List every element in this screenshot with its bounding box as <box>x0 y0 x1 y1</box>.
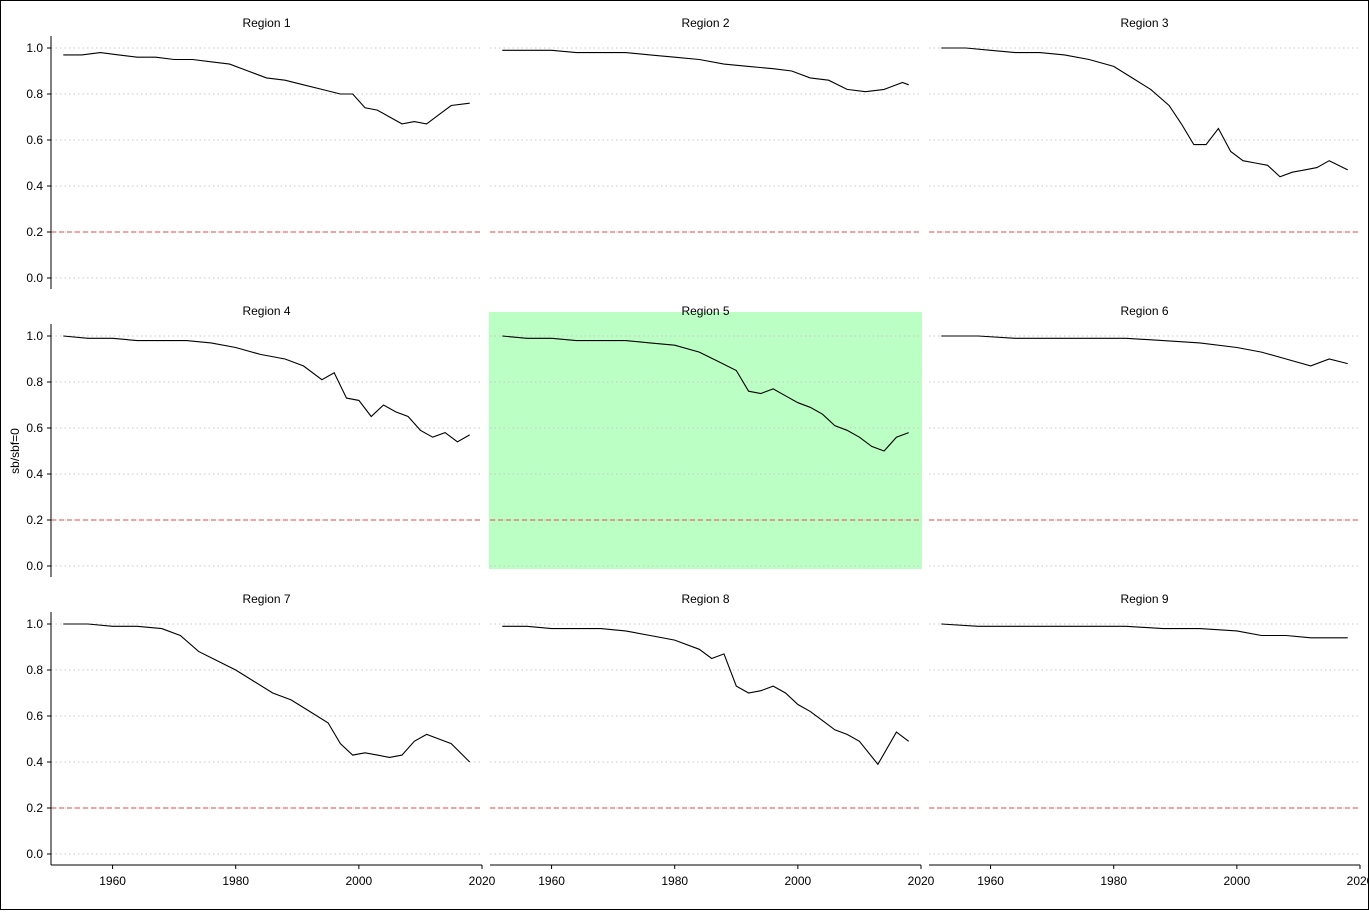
region-9-x-tick-label: 2020 <box>1347 874 1368 888</box>
region-7-x-tick-label: 1960 <box>99 874 126 888</box>
region-7-x-tick-label: 2020 <box>469 874 496 888</box>
region-4-y-tick-label: 0.8 <box>26 375 43 389</box>
region-7-y-tick-label: 0.0 <box>26 847 43 861</box>
region-9-x-tick-label: 2000 <box>1224 874 1251 888</box>
region-6-series-line <box>941 335 1348 367</box>
region-2-series-line <box>502 49 909 93</box>
region-7-y-tick-label: 0.6 <box>26 709 43 723</box>
region-8-title: Region 8 <box>681 592 729 606</box>
region-5-highlight <box>489 312 922 569</box>
region-1-y-tick-label: 0.2 <box>26 225 43 239</box>
region-7-series-line <box>63 623 471 763</box>
region-1-y-tick-label: 0.8 <box>26 87 43 101</box>
region-8-x-tick-label: 2020 <box>908 874 935 888</box>
region-7-title: Region 7 <box>242 592 290 606</box>
region-4-y-tick-label: 0.0 <box>26 559 43 573</box>
region-9-title: Region 9 <box>1120 592 1168 606</box>
region-4-y-tick-label: 0.6 <box>26 421 43 435</box>
region-7-x-tick-label: 1980 <box>222 874 249 888</box>
y-axis-label: sb/sbf=0 <box>8 428 22 474</box>
region-7-y-tick-label: 1.0 <box>26 617 43 631</box>
region-1-series-line <box>63 52 470 125</box>
region-9-x-tick-label: 1960 <box>977 874 1004 888</box>
region-7-y-tick-label: 0.8 <box>26 663 43 677</box>
region-8-x-tick-label: 1980 <box>661 874 688 888</box>
region-3-title: Region 3 <box>1120 16 1168 30</box>
region-1-y-tick-label: 0.6 <box>26 133 43 147</box>
region-9-series-line <box>941 623 1348 639</box>
region-2-title: Region 2 <box>681 16 729 30</box>
region-1-y-tick-label: 0.4 <box>26 179 43 193</box>
region-7-y-tick-label: 0.2 <box>26 801 43 815</box>
region-4-y-tick-label: 0.2 <box>26 513 43 527</box>
region-4-series-line <box>63 335 470 443</box>
region-4-y-tick-label: 0.4 <box>26 467 43 481</box>
region-9-x-tick-label: 1980 <box>1100 874 1127 888</box>
region-5-series-line <box>502 335 909 452</box>
region-6-title: Region 6 <box>1120 304 1168 318</box>
region-8-series-line <box>502 625 910 766</box>
region-7-y-tick-label: 0.4 <box>26 755 43 769</box>
region-8-x-tick-label: 1960 <box>538 874 565 888</box>
region-7-x-tick-label: 2000 <box>346 874 373 888</box>
region-4-title: Region 4 <box>242 304 290 318</box>
region-1-title: Region 1 <box>242 16 290 30</box>
region-4-y-tick-label: 1.0 <box>26 329 43 343</box>
region-8-x-tick-label: 2000 <box>785 874 812 888</box>
region-3-series-line <box>941 47 1348 178</box>
region-1-y-tick-label: 1.0 <box>26 41 43 55</box>
region-1-y-tick-label: 0.0 <box>26 271 43 285</box>
region-5-title: Region 5 <box>681 304 729 318</box>
